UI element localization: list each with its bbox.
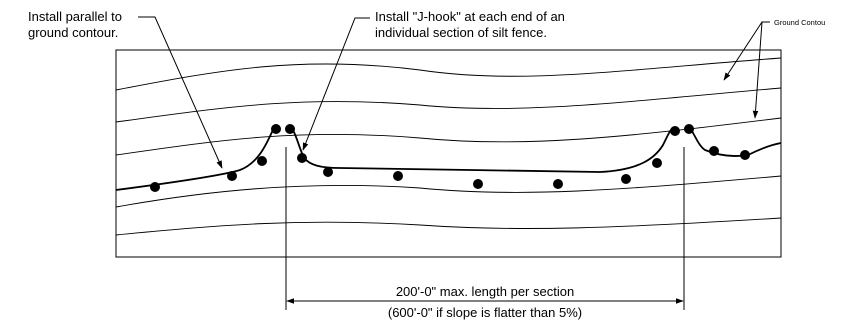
annotation-jhook-line1: Install "J-hook" at each end of an — [375, 9, 565, 24]
annotation-ground-contour: Ground Contou — [774, 18, 825, 27]
fence-post — [670, 126, 680, 136]
dimension — [285, 147, 685, 310]
annotation-parallel-line2: ground contour. — [28, 25, 118, 40]
annotation-jhook-line2: individual section of silt fence. — [375, 25, 547, 40]
dimension-label-line2: (600'-0" if slope is flatter than 5%) — [388, 305, 582, 320]
fence-post — [393, 171, 403, 181]
site-plan-frame — [115, 49, 782, 258]
silt-fence — [115, 124, 782, 191]
ground-contour-line — [115, 175, 782, 208]
fence-post — [740, 150, 750, 160]
leaders — [138, 16, 770, 169]
silt-fence-section-right — [689, 127, 782, 157]
fence-post — [257, 156, 267, 166]
fence-post — [150, 182, 160, 192]
fence-post — [652, 158, 662, 168]
leader-contour-lower — [752, 21, 763, 119]
ground-contour-line — [115, 87, 782, 123]
fence-post — [323, 167, 333, 177]
fence-post — [297, 153, 307, 163]
fence-post — [473, 179, 483, 189]
ground-contours — [115, 57, 782, 236]
fence-post — [684, 124, 694, 134]
silt-fence-section-middle — [290, 126, 674, 173]
ground-contour-line — [115, 57, 782, 91]
ground-contour-line — [115, 217, 782, 236]
ground-contour-line — [115, 117, 782, 156]
annotation-parallel-line1: Install parallel to — [28, 9, 122, 24]
dimension-label-line1: 200'-0" max. length per section — [396, 284, 574, 299]
fence-post — [271, 124, 281, 134]
fence-post — [227, 171, 237, 181]
fence-posts — [150, 124, 750, 192]
fence-post — [709, 146, 719, 156]
fence-post — [621, 174, 631, 184]
fence-post — [285, 124, 295, 134]
fence-post — [553, 179, 563, 189]
leader-jhook — [302, 17, 370, 151]
leader-parallel — [138, 16, 223, 169]
leader-contour-upper — [723, 21, 770, 81]
silt-fence-section-left — [115, 124, 279, 191]
